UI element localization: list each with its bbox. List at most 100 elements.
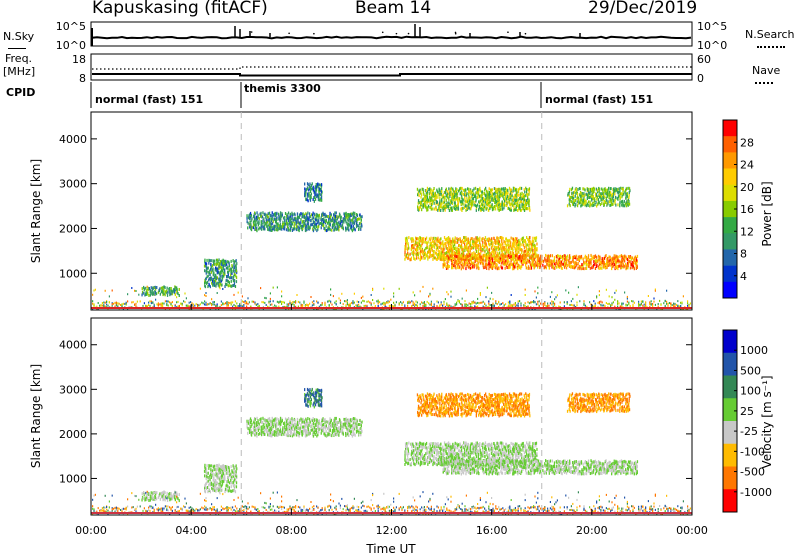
power-clutter-cell	[434, 303, 435, 305]
range-time-panels: 1000200030004000 Slant Range [km] 100020…	[0, 0, 800, 554]
power-echo-cell	[353, 212, 354, 215]
power-clutter-cell	[371, 294, 372, 296]
power-clutter-cell	[446, 303, 447, 305]
power-echo-cell	[472, 189, 473, 192]
power-echo-cell	[488, 238, 489, 241]
power-clutter-cell	[413, 291, 414, 293]
power-clutter-cell	[638, 303, 639, 305]
power-echo-cell	[304, 183, 305, 186]
power-clutter-cell	[634, 302, 635, 304]
power-clutter-cell	[380, 303, 381, 305]
power-clutter-cell	[214, 301, 215, 303]
power-clutter-cell	[508, 302, 509, 304]
power-echo-cell	[529, 190, 530, 193]
power-clutter-cell	[147, 286, 148, 288]
power-clutter-cell	[576, 302, 577, 304]
power-echo-cell	[312, 182, 313, 185]
power-echo-cell	[311, 196, 312, 199]
power-echo-cell	[580, 201, 581, 204]
power-echo-cell	[581, 255, 582, 258]
power-clutter-cell	[436, 301, 437, 303]
power-echo-cell	[439, 250, 440, 253]
power-echo-cell	[474, 264, 475, 267]
power-echo-cell	[571, 192, 572, 195]
power-echo-cell	[613, 188, 614, 191]
power-clutter-cell	[358, 304, 359, 306]
power-echo-cell	[300, 221, 301, 224]
power-echo-cell	[587, 188, 588, 191]
power-clutter-cell	[422, 286, 423, 288]
power-clutter-cell	[536, 297, 537, 299]
power-clutter-cell	[448, 293, 449, 295]
power-echo-cell	[448, 239, 449, 242]
power-clutter-cell	[469, 303, 470, 305]
power-echo-cell	[261, 223, 262, 226]
power-echo-cell	[323, 213, 324, 216]
power-echo-cell	[427, 196, 428, 199]
power-echo-cell	[355, 228, 356, 231]
power-echo-cell	[268, 212, 269, 215]
power-clutter-cell	[396, 301, 397, 303]
power-clutter-cell	[518, 303, 519, 305]
power-echo-cell	[254, 223, 255, 226]
power-echo-cell	[415, 248, 416, 251]
power-clutter-cell	[421, 301, 422, 303]
power-echo-cell	[524, 250, 525, 253]
power-echo-cell	[434, 250, 435, 253]
power-echo-cell	[611, 267, 612, 270]
power-echo-cell	[288, 212, 289, 215]
power-echo-cell	[459, 197, 460, 200]
power-clutter-cell	[649, 301, 650, 303]
power-echo-cell	[339, 214, 340, 217]
power-echo-cell	[150, 290, 151, 293]
power-echo-cell	[295, 217, 296, 220]
power-clutter-cell	[203, 302, 204, 304]
power-echo-cell	[573, 259, 574, 262]
power-echo-cell	[571, 265, 572, 268]
power-echo-cell	[537, 259, 538, 262]
power-echo-cell	[454, 255, 455, 258]
power-echo-cell	[602, 257, 603, 260]
power-echo-cell	[211, 277, 212, 280]
power-echo-cell	[143, 292, 144, 295]
power-echo-cell	[472, 257, 473, 260]
power-echo-cell	[231, 268, 232, 271]
power-echo-cell	[452, 237, 453, 240]
power-echo-cell	[310, 190, 311, 193]
power-echo-cell	[418, 199, 419, 202]
power-clutter-cell	[240, 305, 241, 307]
power-echo-cell	[581, 195, 582, 198]
power-echo-cell	[600, 203, 601, 206]
power-echo-cell	[449, 195, 450, 198]
power-echo-cell	[500, 208, 501, 211]
power-echo-cell	[509, 202, 510, 205]
power-clutter-cell	[207, 304, 208, 306]
power-echo-cell	[486, 190, 487, 193]
power-clutter-cell	[445, 298, 446, 300]
power-echo-cell	[494, 246, 495, 249]
power-echo-cell	[258, 220, 259, 223]
power-clutter-cell	[287, 303, 288, 305]
power-echo-cell	[601, 198, 602, 201]
power-clutter-cell	[611, 302, 612, 304]
power-clutter-cell	[568, 292, 569, 294]
power-echo-cell	[285, 212, 286, 215]
power-clutter-cell	[439, 305, 440, 307]
power-echo-cell	[217, 276, 218, 279]
power-echo-cell	[624, 265, 625, 268]
power-echo-cell	[433, 253, 434, 256]
power-clutter-cell	[303, 301, 304, 303]
power-echo-cell	[472, 200, 473, 203]
power-clutter-cell	[102, 302, 103, 304]
power-clutter-cell	[488, 303, 489, 305]
power-echo-cell	[491, 261, 492, 264]
power-echo-cell	[508, 207, 509, 210]
power-echo-cell	[319, 222, 320, 225]
power-clutter-cell	[317, 302, 318, 304]
power-clutter-cell	[382, 303, 383, 305]
power-echo-cell	[473, 197, 474, 200]
power-echo-cell	[472, 252, 473, 255]
power-echo-cell	[448, 257, 449, 260]
power-echo-cell	[567, 204, 568, 207]
power-clutter-cell	[197, 304, 198, 306]
